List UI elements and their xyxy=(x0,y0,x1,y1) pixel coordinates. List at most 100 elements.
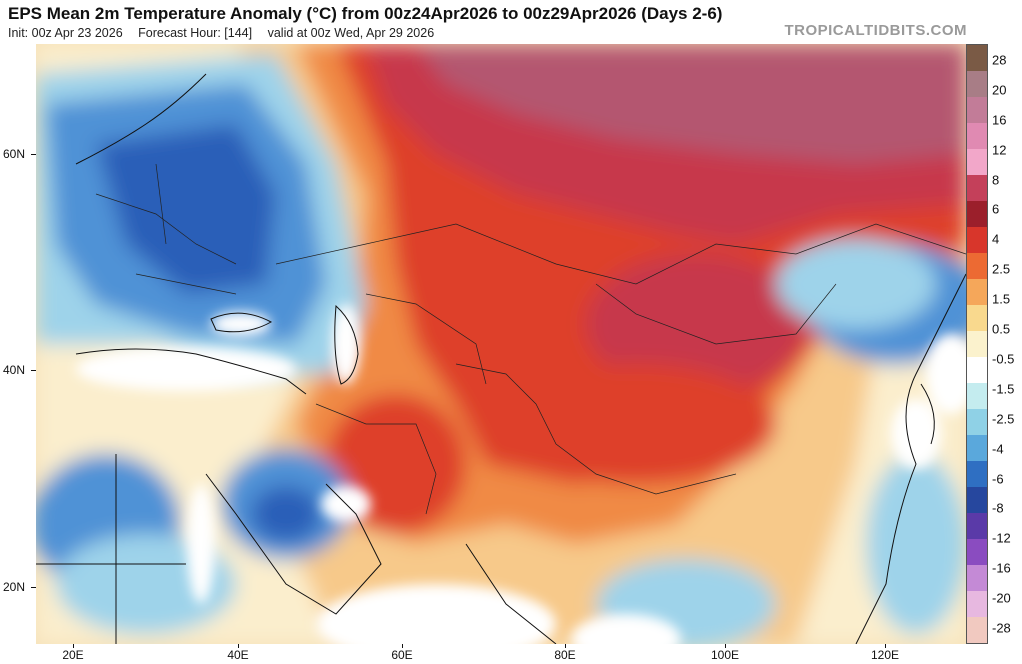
colorbar-label: -8 xyxy=(992,500,1004,516)
colorbar-segment xyxy=(967,591,987,617)
black-sea-coast xyxy=(210,312,273,333)
lon-tick-100e xyxy=(725,644,726,648)
colorbar-label: 6 xyxy=(992,201,1000,217)
colorbar-label: 4 xyxy=(992,231,1000,247)
map-subtitle: Init: 00z Apr 23 2026 Forecast Hour: [14… xyxy=(8,26,446,40)
colorbar-label: 1.5 xyxy=(992,291,1011,307)
colorbar-segment xyxy=(967,487,987,513)
caspian-coast xyxy=(334,304,359,385)
init-time: Init: 00z Apr 23 2026 xyxy=(8,26,123,40)
colorbar-segment xyxy=(967,513,987,539)
colorbar-segment xyxy=(967,175,987,201)
colorbar-label: -6 xyxy=(992,471,1004,487)
lat-label-20n: 20N xyxy=(3,580,26,594)
caspian-sea xyxy=(332,304,360,384)
colorbar-segment xyxy=(967,123,987,149)
colorbar-label: 0.5 xyxy=(992,321,1011,337)
central-asia-border xyxy=(365,293,487,385)
map-title: EPS Mean 2m Temperature Anomaly (°C) fro… xyxy=(8,4,723,23)
brand-watermark: TROPICALTIDBITS.COM xyxy=(784,22,967,39)
bay-of-bengal xyxy=(571,614,681,644)
lon-tick-120e xyxy=(885,644,886,648)
lat-label-40n: 40N xyxy=(3,363,26,377)
colorbar-segment xyxy=(967,71,987,97)
colorbar xyxy=(966,44,988,644)
yellow-sea xyxy=(891,399,941,469)
map-canvas xyxy=(36,44,966,644)
colorbar-segment xyxy=(967,461,987,487)
russia-south-border xyxy=(275,223,966,285)
colorbar-segment xyxy=(967,201,987,227)
colorbar-segment xyxy=(967,149,987,175)
lon-label-120e: 120E xyxy=(870,648,900,662)
china-west-border xyxy=(455,363,737,495)
colorbar-segment xyxy=(967,435,987,461)
colorbar-segment xyxy=(967,331,987,357)
lon-label-40e: 40E xyxy=(227,648,249,662)
colorbar-label: 12 xyxy=(992,142,1007,158)
colorbar-label: 16 xyxy=(992,112,1007,128)
east-asia-coast xyxy=(855,273,966,644)
lon-label-80e: 80E xyxy=(554,648,576,662)
colorbar-label: -12 xyxy=(992,530,1011,546)
country-borders xyxy=(95,163,966,515)
black-sea xyxy=(211,312,271,336)
korea-coast xyxy=(920,383,935,445)
water-bodies xyxy=(76,304,966,644)
lat-tick-40n xyxy=(31,370,36,371)
colorbar-label: -2.5 xyxy=(992,411,1015,427)
colorbar-segment xyxy=(967,279,987,305)
lon-tick-20e xyxy=(73,644,74,648)
lat-tick-60n xyxy=(31,154,36,155)
lon-tick-40e xyxy=(238,644,239,648)
mongolia-border xyxy=(595,283,837,345)
colorbar-labels: 28 20 16 12 8 6 4 2.5 1.5 0.5 -0.5 -1.5 -2.5 -4 -6 -8 -1… xyxy=(990,44,1022,644)
africa-border xyxy=(36,454,186,644)
colorbar-label: 8 xyxy=(992,172,1000,188)
colorbar-segment xyxy=(967,227,987,253)
colorbar-label: -4 xyxy=(992,441,1004,457)
colorbar-segment xyxy=(967,45,987,71)
india-coast xyxy=(465,543,557,644)
tibet-hot-zone xyxy=(496,364,776,484)
arabian-sea xyxy=(316,584,556,644)
lon-label-20e: 20E xyxy=(62,648,84,662)
colorbar-segment xyxy=(967,97,987,123)
baltic-coast xyxy=(75,73,207,165)
arabia-cool-deep-zone xyxy=(251,486,321,542)
lon-tick-80e xyxy=(565,644,566,648)
east-china-cool-zone xyxy=(866,454,966,634)
mediterranean-coast xyxy=(75,348,307,395)
lon-label-100e: 100E xyxy=(710,648,740,662)
forecast-hour: Forecast Hour: [144] xyxy=(138,26,253,40)
colorbar-label: 20 xyxy=(992,82,1007,98)
arabia-coast xyxy=(205,473,382,615)
lon-label-60e: 60E xyxy=(391,648,413,662)
europe-cool-deep-zone xyxy=(96,124,276,294)
europe-borders xyxy=(95,163,237,295)
colorbar-label: -28 xyxy=(992,620,1011,636)
valid-time: valid at 00z Wed, Apr 29 2026 xyxy=(267,26,435,40)
colorbar-segment xyxy=(967,253,987,279)
colorbar-segment xyxy=(967,383,987,409)
mongolia-hot-zone xyxy=(586,254,806,394)
colorbar-label: -20 xyxy=(992,590,1011,606)
colorbar-segment xyxy=(967,357,987,383)
sea-of-japan xyxy=(926,334,966,414)
temperature-anomaly-map xyxy=(36,44,966,644)
lat-label-60n: 60N xyxy=(3,147,26,161)
colorbar-label: 28 xyxy=(992,52,1007,68)
red-sea xyxy=(187,484,215,604)
colorbar-segment xyxy=(967,565,987,591)
colorbar-segment xyxy=(967,305,987,331)
iran-border xyxy=(315,403,437,515)
colorbar-segment xyxy=(967,617,987,643)
coastlines xyxy=(36,73,966,644)
anomaly-field xyxy=(36,44,966,644)
mediterranean-sea xyxy=(76,347,296,391)
colorbar-label: -16 xyxy=(992,560,1011,576)
colorbar-label: 2.5 xyxy=(992,261,1011,277)
lon-tick-60e xyxy=(402,644,403,648)
colorbar-segment xyxy=(967,409,987,435)
colorbar-label: -1.5 xyxy=(992,381,1015,397)
